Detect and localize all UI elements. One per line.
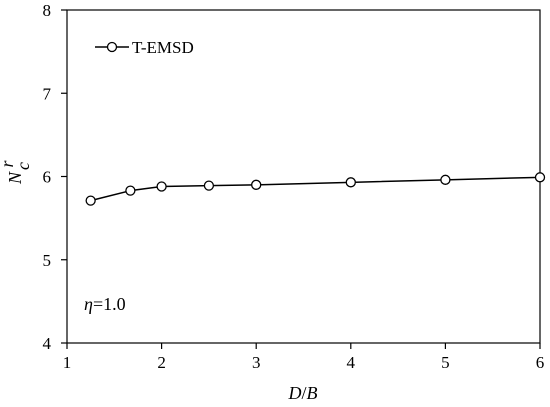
y-title-sup: r <box>0 160 17 168</box>
y-axis: 4 5 6 7 8 <box>43 1 67 353</box>
x-title-sep: / <box>301 383 306 403</box>
data-point-5 <box>345 177 356 188</box>
plot-area-border <box>66 9 541 344</box>
y-tick-label-0: 4 <box>43 334 52 353</box>
eta-symbol: η <box>84 294 93 314</box>
series-layer <box>85 172 546 206</box>
x-tick-label-2: 3 <box>252 353 261 372</box>
y-tick-label-4: 8 <box>43 1 52 20</box>
x-tick-label-3: 4 <box>347 353 356 372</box>
y-tick-label-2: 6 <box>43 168 52 187</box>
x-axis: 1 2 3 4 5 6 <box>63 343 545 372</box>
data-point-3 <box>203 180 215 191</box>
x-tick-label-4: 5 <box>441 353 450 372</box>
y-title-sub: c <box>13 162 33 170</box>
data-point-4 <box>251 179 262 190</box>
x-title-den: B <box>307 383 318 403</box>
data-point-0 <box>85 195 96 206</box>
x-axis-title: D/B <box>287 383 317 403</box>
legend-marker <box>106 41 118 53</box>
legend: T-EMSD <box>95 38 194 57</box>
plot-frame <box>66 9 541 344</box>
data-point-1 <box>125 185 136 196</box>
data-point-7 <box>534 172 546 183</box>
svg-text:N: N <box>5 171 25 185</box>
legend-label: T-EMSD <box>132 38 194 57</box>
eta-value: =1.0 <box>93 294 126 314</box>
x-tick-label-1: 2 <box>157 353 166 372</box>
y-tick-label-3: 7 <box>43 84 52 103</box>
data-point-6 <box>440 174 451 185</box>
y-title-main: N <box>5 171 25 185</box>
data-point-2 <box>156 181 167 192</box>
x-tick-label-0: 1 <box>63 353 72 372</box>
series-line-0 <box>90 176 541 202</box>
x-tick-label-5: 6 <box>536 353 545 372</box>
eta-annotation: η=1.0 <box>84 294 126 314</box>
y-tick-label-1: 5 <box>43 251 52 270</box>
x-title-main: D <box>287 383 301 403</box>
y-axis-title: N r c <box>0 160 33 186</box>
